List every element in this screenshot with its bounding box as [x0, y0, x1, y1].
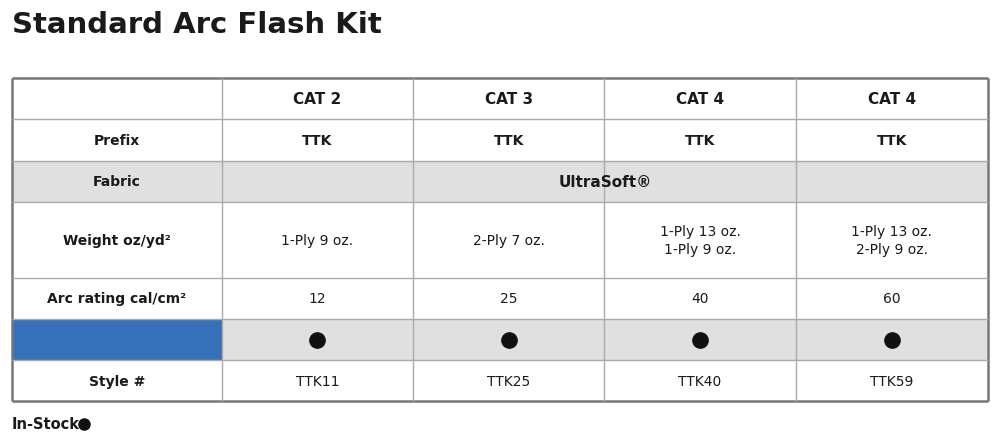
Bar — [222, 120, 413, 162]
Bar — [222, 278, 413, 319]
Bar — [413, 360, 604, 401]
Text: CAT 3: CAT 3 — [485, 92, 533, 107]
Bar — [413, 203, 604, 278]
Bar — [796, 120, 988, 162]
Bar — [222, 360, 413, 401]
Text: 12: 12 — [309, 292, 326, 306]
Bar — [222, 203, 413, 278]
Text: 1-Ply 9 oz.: 1-Ply 9 oz. — [281, 233, 354, 247]
Bar — [604, 120, 796, 162]
Text: CAT 4: CAT 4 — [868, 92, 916, 107]
Text: TTK: TTK — [494, 134, 524, 148]
Bar — [796, 360, 988, 401]
Bar — [12, 79, 988, 401]
Bar — [413, 278, 604, 319]
Bar — [12, 203, 222, 278]
Text: TTK40: TTK40 — [678, 374, 722, 388]
Text: 25: 25 — [500, 292, 518, 306]
Text: Arc rating cal/cm²: Arc rating cal/cm² — [47, 292, 186, 306]
Text: Weight oz/yd²: Weight oz/yd² — [63, 233, 171, 247]
Text: Standard Arc Flash Kit: Standard Arc Flash Kit — [12, 11, 382, 39]
Bar — [796, 203, 988, 278]
Bar — [12, 79, 988, 120]
Text: TTK: TTK — [685, 134, 715, 148]
Bar — [604, 278, 796, 319]
Text: In-Stock: In-Stock — [12, 416, 80, 431]
Bar — [222, 162, 988, 203]
Text: Style #: Style # — [89, 374, 145, 388]
Bar — [12, 162, 222, 203]
Text: Fabric: Fabric — [93, 175, 141, 189]
Text: Prefix: Prefix — [94, 134, 140, 148]
Text: 40: 40 — [691, 292, 709, 306]
Text: TTK59: TTK59 — [870, 374, 914, 388]
Text: CAT 4: CAT 4 — [676, 92, 724, 107]
Bar — [796, 319, 988, 360]
Bar — [604, 360, 796, 401]
Bar — [413, 319, 604, 360]
Text: TTK: TTK — [877, 134, 907, 148]
Bar — [796, 278, 988, 319]
Bar — [413, 120, 604, 162]
Text: TTK: TTK — [302, 134, 333, 148]
Bar — [12, 360, 222, 401]
Bar — [604, 319, 796, 360]
Bar — [12, 278, 222, 319]
Text: 1-Ply 13 oz.
1-Ply 9 oz.: 1-Ply 13 oz. 1-Ply 9 oz. — [660, 224, 741, 257]
Text: TTK25: TTK25 — [487, 374, 530, 388]
Text: 2-Ply 7 oz.: 2-Ply 7 oz. — [473, 233, 545, 247]
Text: 1-Ply 13 oz.
2-Ply 9 oz.: 1-Ply 13 oz. 2-Ply 9 oz. — [851, 224, 932, 257]
Text: UltraSoft®: UltraSoft® — [558, 175, 652, 190]
Text: TTK11: TTK11 — [296, 374, 339, 388]
Bar — [222, 319, 413, 360]
Text: CAT 2: CAT 2 — [293, 92, 342, 107]
Bar — [12, 319, 222, 360]
Bar — [604, 203, 796, 278]
Text: 60: 60 — [883, 292, 901, 306]
Bar — [12, 120, 222, 162]
